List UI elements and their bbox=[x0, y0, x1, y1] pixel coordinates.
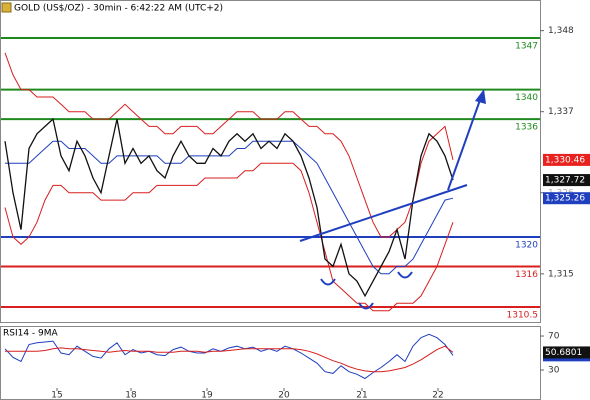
arrow-head bbox=[475, 89, 486, 104]
last-value-label: 50.6801 bbox=[545, 348, 582, 358]
x-tick-label: 22 bbox=[432, 391, 443, 400]
x-tick-label: 19 bbox=[201, 391, 213, 400]
last-value-label: 1,330.46 bbox=[545, 155, 585, 165]
last-value-label: 1,327.72 bbox=[545, 176, 585, 186]
rsi-panel bbox=[0, 326, 541, 400]
pattern-mark bbox=[358, 302, 374, 310]
last-value-label: 1,325.26 bbox=[545, 194, 585, 204]
level-label: 1320 bbox=[515, 240, 538, 250]
rsi-title: RSI14 - 9MA bbox=[3, 329, 59, 339]
last-value-box bbox=[543, 174, 590, 187]
last-value-box bbox=[543, 346, 590, 359]
series-line bbox=[5, 345, 454, 373]
trend-line bbox=[299, 184, 468, 242]
x-tick-label: 18 bbox=[125, 391, 137, 400]
x-tick-label: 15 bbox=[51, 391, 62, 400]
x-tick-label: 21 bbox=[356, 391, 367, 400]
level-label: 1347 bbox=[515, 42, 538, 52]
logo-icon bbox=[1, 2, 12, 13]
level-label: 1340 bbox=[515, 93, 538, 103]
level-label: 1316 bbox=[515, 270, 538, 280]
series-line bbox=[4, 162, 454, 312]
series-line bbox=[4, 52, 454, 238]
forecast-arrow bbox=[447, 99, 481, 191]
series-line bbox=[4, 117, 454, 298]
last-value-box bbox=[543, 192, 590, 205]
x-tick-label: 20 bbox=[278, 391, 290, 400]
series-line bbox=[4, 333, 454, 380]
y-tick-label: 70 bbox=[548, 332, 560, 342]
y-tick-label: 1,315 bbox=[548, 269, 574, 279]
last-value-box bbox=[543, 153, 590, 166]
y-tick-label: 1,337 bbox=[548, 107, 574, 117]
chart-title: GOLD (US$/OZ) - 30min - 6:42:22 AM (UTC+… bbox=[14, 4, 223, 14]
level-label: 1336 bbox=[515, 123, 538, 133]
y-tick-label: 30 bbox=[548, 366, 560, 376]
main-panel bbox=[0, 0, 541, 323]
level-label: 1310.5 bbox=[507, 310, 539, 320]
y-tick-label: 1,348 bbox=[548, 26, 574, 36]
pattern-mark bbox=[397, 271, 413, 279]
pattern-mark bbox=[320, 278, 336, 286]
